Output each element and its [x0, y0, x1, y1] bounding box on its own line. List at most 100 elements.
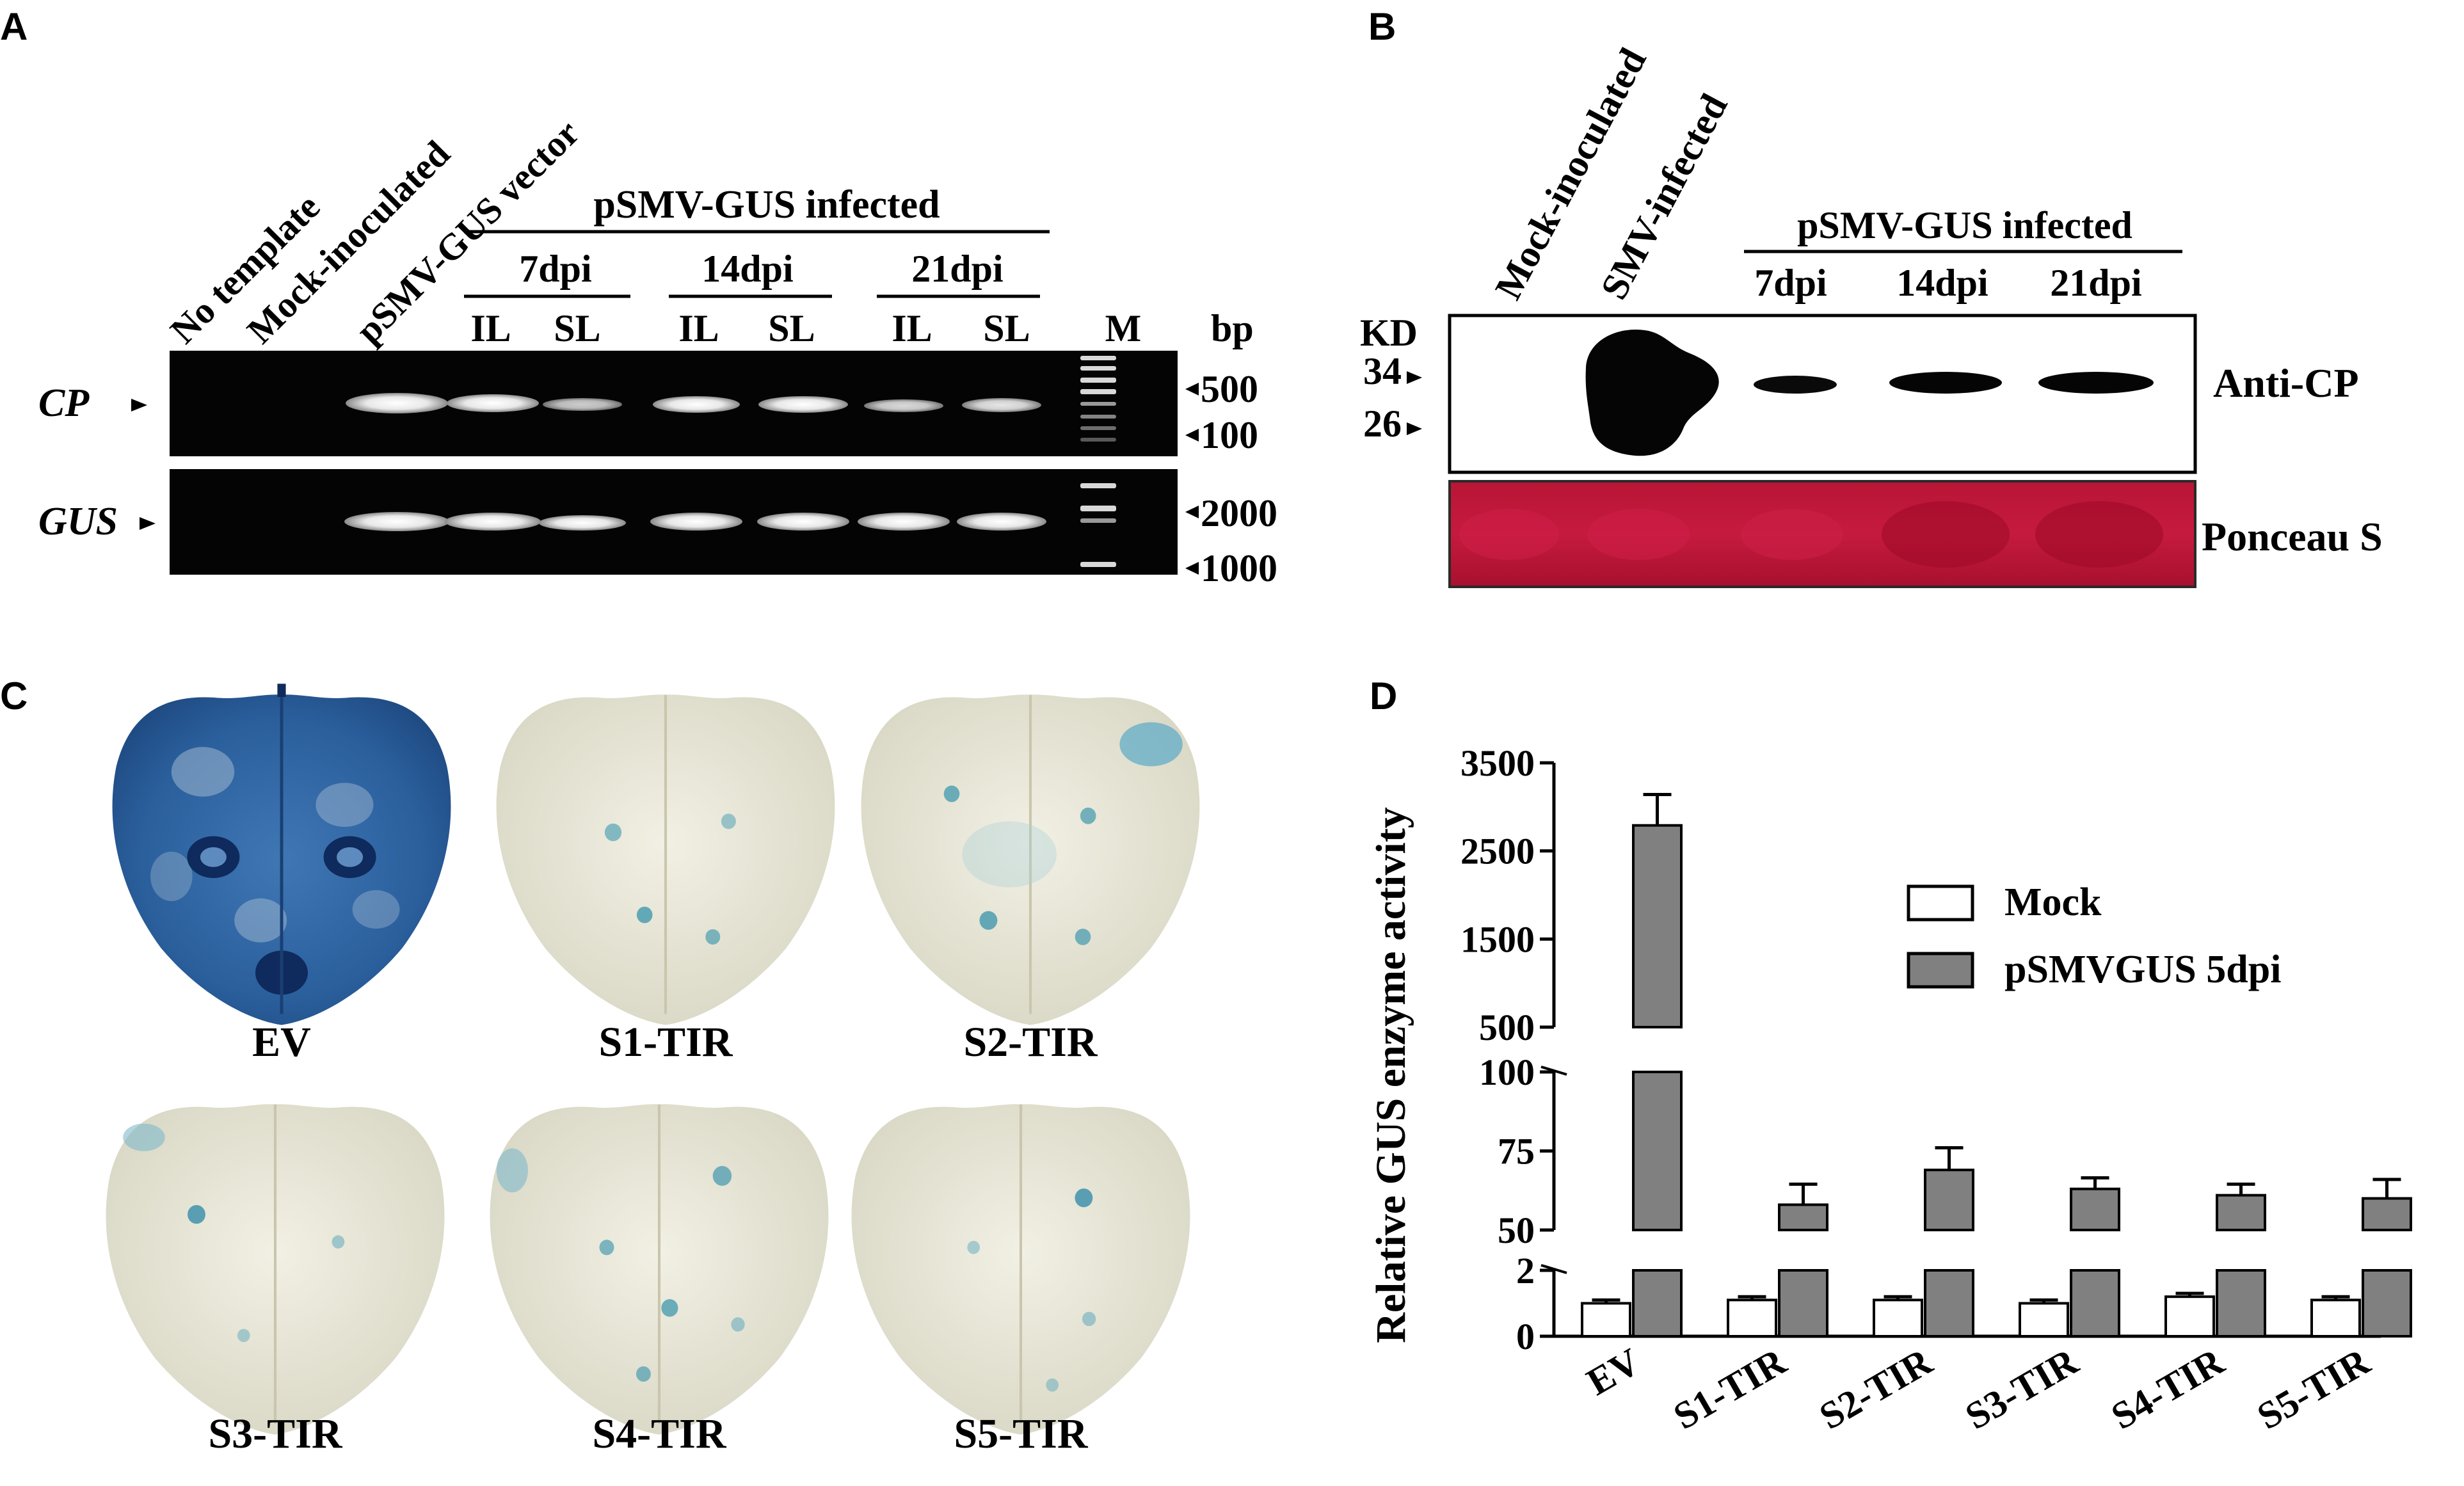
panel-b-letter: B: [1368, 5, 1396, 48]
bar-mock: [1873, 1298, 1923, 1338]
chart-legend: Mock pSMVGUS 5dpi: [1907, 881, 2281, 991]
gus-bands: [344, 512, 1046, 531]
cp-row-arrow: [131, 399, 147, 411]
time-label-21dpi-b: 21dpi: [2050, 262, 2141, 304]
panel-d-letter: D: [1370, 675, 1397, 717]
x-tick-label: EV: [1580, 1340, 1647, 1403]
gus-band: [344, 512, 449, 531]
gel-row-label-gus: GUS: [38, 500, 118, 543]
x-tick-label: S5-TIR: [2250, 1340, 2377, 1438]
group-label-infected-b: pSMV-GUS infected: [1797, 204, 2132, 246]
gus-band: [757, 513, 849, 531]
y-tick-label: 2: [1516, 1250, 1535, 1291]
ponceau-band: [2035, 501, 2163, 568]
mw-label-34: 34: [1363, 350, 1402, 392]
legend-swatch-pSMVGUS: [1907, 952, 1974, 989]
panel-a-letter: A: [0, 5, 28, 48]
size-label-100: 100: [1201, 414, 1258, 456]
time-label-21dpi: 21dpi: [911, 248, 1003, 290]
size-arrow-2000: [1185, 506, 1199, 518]
gus-ladder: [1080, 483, 1116, 567]
unit-label-kd: KD: [1360, 312, 1418, 354]
gus-band: [650, 513, 742, 531]
bar-mock: [2310, 1298, 2361, 1338]
x-tick-label: S1-TIR: [1667, 1340, 1793, 1438]
bar-pSMVGUS: [1632, 824, 1683, 1028]
chart-bars: EV S1-TIR S2-TIR S3-TIR S4-TIR S5-TIR: [1580, 793, 2412, 1438]
time-label-7dpi-b: 7dpi: [1754, 262, 1827, 304]
y-tick-label: 75: [1498, 1131, 1535, 1172]
time-label-7dpi: 7dpi: [519, 248, 591, 290]
legend-label: pSMVGUS 5dpi: [2004, 948, 2281, 991]
tissue-label: SL: [768, 307, 815, 349]
gus-band: [957, 513, 1046, 531]
leaf-s3: [106, 1104, 445, 1435]
y-tick-label: 100: [1479, 1051, 1535, 1093]
y-tick-label: 0: [1516, 1316, 1535, 1357]
y-tick-label: 500: [1479, 1007, 1535, 1048]
leaf-s4: [490, 1104, 829, 1435]
bar-mock: [2164, 1295, 2215, 1338]
bar-mock: [1727, 1298, 1777, 1338]
blot-band-7dpi: [1754, 376, 1837, 394]
unit-label-bp: bp: [1211, 307, 1254, 349]
gus-band: [445, 513, 541, 531]
bar-pSMVGUS: [2362, 1197, 2412, 1231]
cp-band: [346, 393, 448, 413]
panel-a: A No template Mock-inoculated pSMV-GUS v…: [0, 5, 1277, 589]
tissue-label: IL: [470, 307, 511, 349]
bar-mock: [2019, 1302, 2069, 1338]
cp-bands: [346, 393, 1041, 413]
size-arrow-500: [1185, 383, 1199, 395]
bar-pSMVGUS: [2362, 1269, 2412, 1338]
leaf-label-s2: S2-TIR: [963, 1019, 1098, 1066]
time-label-14dpi: 14dpi: [701, 248, 793, 290]
cp-band: [447, 394, 539, 412]
group-label-infected: pSMV-GUS infected: [593, 183, 940, 227]
leaf-label-s4: S4-TIR: [592, 1410, 726, 1457]
mw-arrow-34: [1407, 371, 1422, 384]
axis-break-mark: [1540, 1066, 1567, 1076]
bar-pSMVGUS: [1778, 1203, 1828, 1231]
axis-break-mark: [1540, 1264, 1567, 1274]
size-arrow-100: [1185, 429, 1199, 442]
size-label-500: 500: [1201, 368, 1258, 410]
blot-label-ponceau: Ponceau S: [2202, 514, 2383, 559]
x-tick-label: S2-TIR: [1812, 1340, 1939, 1438]
ponceau-band: [1459, 509, 1559, 560]
leaf-label-s5: S5-TIR: [954, 1410, 1088, 1457]
gus-band: [539, 515, 626, 531]
legend-label: Mock: [2004, 881, 2102, 924]
leaf-s5: [851, 1104, 1190, 1435]
tissue-label: IL: [892, 307, 932, 349]
tissue-label: SL: [554, 307, 600, 349]
gel-row-label-cp: CP: [38, 381, 90, 425]
size-label-1000: 1000: [1201, 547, 1277, 589]
ponceau-band: [1587, 509, 1690, 560]
panel-c-letter: C: [0, 675, 28, 717]
cp-band: [653, 396, 740, 413]
bar-pSMVGUS: [2216, 1194, 2266, 1232]
y-tick-label: 1500: [1460, 918, 1535, 960]
tissue-label: IL: [678, 307, 719, 349]
tissue-label: SL: [983, 307, 1030, 349]
blot-band-21dpi: [2038, 372, 2154, 394]
cp-band: [758, 396, 848, 413]
leaf-label-ev: EV: [252, 1019, 311, 1066]
leaf-label-s1: S1-TIR: [598, 1019, 733, 1066]
size-label-2000: 2000: [1201, 492, 1277, 534]
legend-swatch-mock: [1907, 884, 1974, 922]
panel-b: B Mock-inoculated SMV-infected pSMV-GUS …: [1360, 5, 2383, 588]
ponceau-band: [1741, 509, 1843, 560]
blot-band-14dpi: [1889, 372, 2002, 394]
leaf-label-s3: S3-TIR: [208, 1410, 342, 1457]
cp-band: [864, 399, 943, 412]
leaf-s2: [861, 694, 1200, 1025]
time-label-14dpi-b: 14dpi: [1896, 262, 1988, 304]
bar-pSMVGUS: [2070, 1187, 2120, 1232]
cp-band: [543, 398, 622, 411]
leaf-s1: [496, 694, 835, 1025]
marker-label: M: [1105, 307, 1142, 349]
